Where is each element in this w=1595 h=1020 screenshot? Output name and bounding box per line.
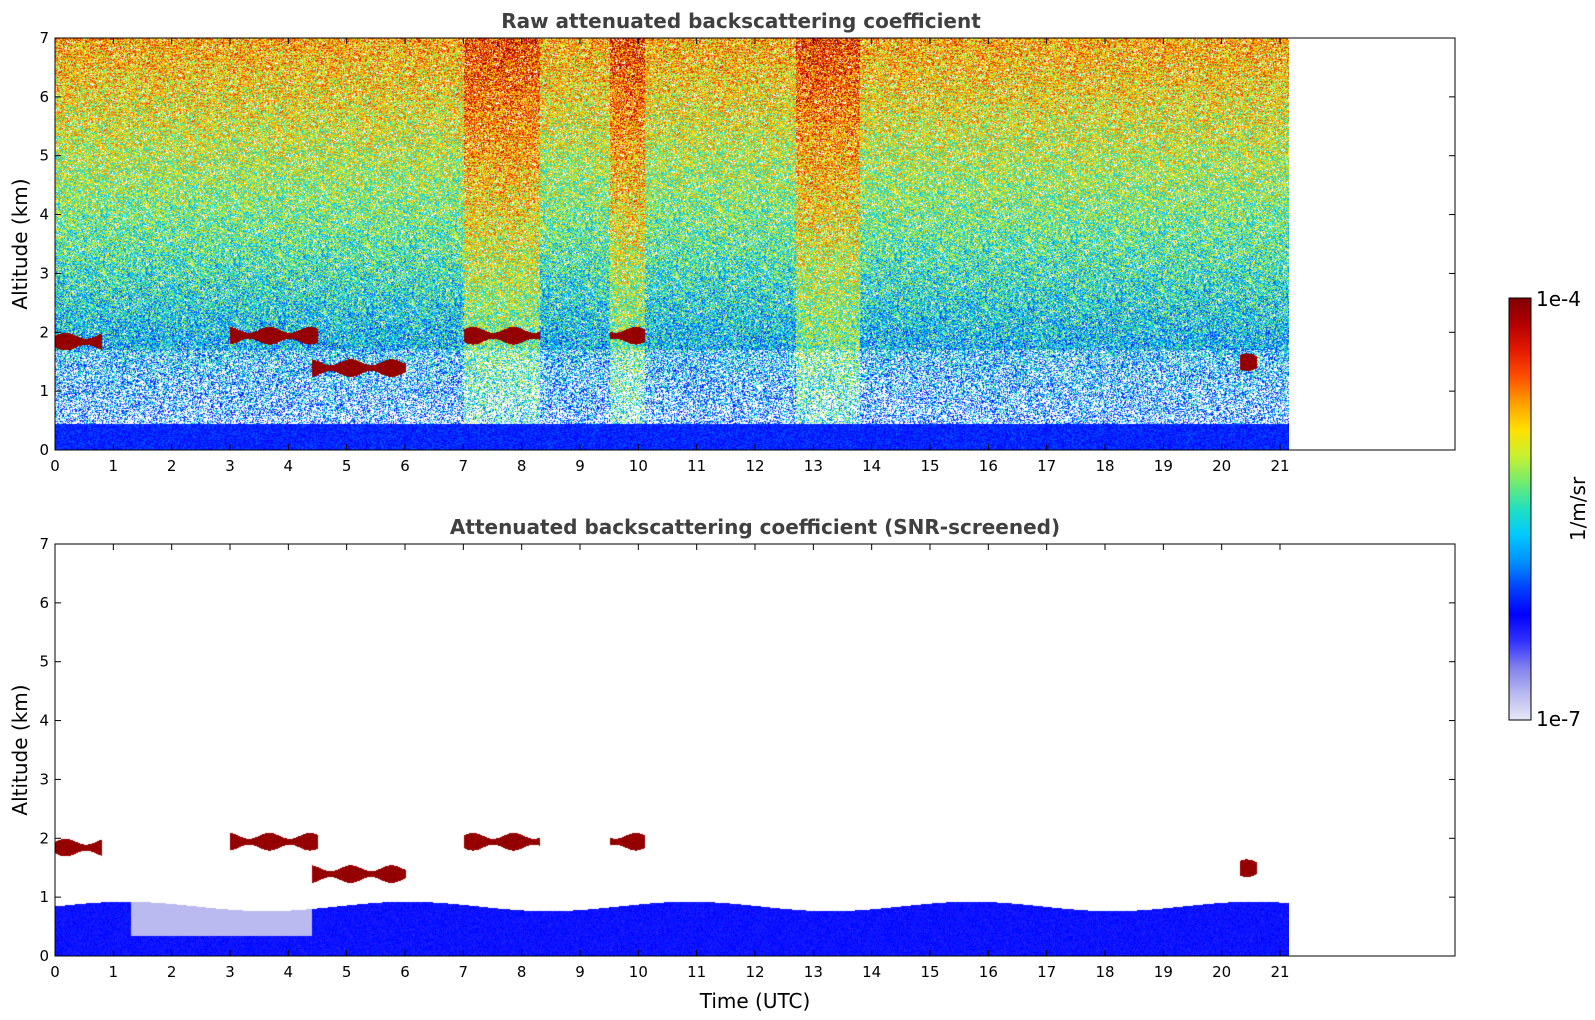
x-tick-label: 10	[629, 963, 648, 981]
y-tick-label: 2	[39, 829, 49, 847]
x-tick-label: 13	[804, 457, 823, 475]
y-tick-label: 6	[39, 594, 49, 612]
x-tick-label: 15	[920, 457, 939, 475]
x-tick-label: 4	[284, 457, 294, 475]
x-tick-label: 20	[1212, 457, 1231, 475]
y-tick-label: 2	[39, 323, 49, 341]
y-tick-label: 1	[39, 888, 49, 906]
x-tick-label: 8	[517, 963, 527, 981]
x-tick-label: 18	[1095, 457, 1114, 475]
y-tick-label: 5	[39, 653, 49, 671]
x-tick-label: 2	[167, 457, 177, 475]
x-tick-label: 20	[1212, 963, 1231, 981]
x-tick-label: 14	[862, 963, 881, 981]
y-tick-label: 3	[39, 770, 49, 788]
y-tick-label: 7	[39, 535, 49, 553]
raw-backscatter-panel: Raw attenuated backscattering coefficien…	[8, 9, 1456, 475]
colorbar-unit-label: 1/m/sr	[1566, 476, 1590, 541]
colorbar: 1e-4 1e-7 1/m/sr	[1508, 287, 1590, 731]
x-tick-label: 6	[400, 457, 410, 475]
heatmap-area	[55, 38, 1289, 450]
x-tick-label: 11	[687, 457, 706, 475]
y-axis-label: Altitude (km)	[8, 178, 32, 309]
x-tick-label: 13	[804, 963, 823, 981]
x-tick-label: 16	[979, 963, 998, 981]
x-axis: 0 1 2 3 4 5 6 7 8 9 10 11 12 13 14 15 16 17 18 19 20 21	[50, 38, 1290, 475]
y-tick-label: 0	[39, 947, 49, 965]
y-tick-label: 4	[39, 712, 49, 730]
colorbar-min-label: 1e-7	[1536, 707, 1581, 731]
x-tick-label: 7	[459, 457, 469, 475]
y-tick-label: 7	[39, 29, 49, 47]
colorbar-max-label: 1e-4	[1536, 287, 1581, 311]
x-tick-label: 3	[225, 963, 235, 981]
y-tick-label: 4	[39, 206, 49, 224]
x-tick-label: 7	[459, 963, 469, 981]
x-tick-label: 6	[400, 963, 410, 981]
heatmap-area	[55, 544, 1289, 956]
snr-screened-panel: Attenuated backscattering coefficient (S…	[8, 515, 1456, 1013]
x-tick-label: 15	[920, 963, 939, 981]
panel-title: Attenuated backscattering coefficient (S…	[450, 515, 1060, 539]
x-tick-label: 12	[745, 963, 764, 981]
y-axis-label: Altitude (km)	[8, 684, 32, 815]
y-tick-label: 1	[39, 382, 49, 400]
x-tick-label: 11	[687, 963, 706, 981]
x-tick-label: 1	[109, 457, 119, 475]
x-tick-label: 0	[50, 457, 60, 475]
x-tick-label: 21	[1270, 457, 1289, 475]
x-tick-label: 18	[1095, 963, 1114, 981]
x-tick-label: 3	[225, 457, 235, 475]
x-tick-label: 9	[575, 963, 585, 981]
x-tick-label: 16	[979, 457, 998, 475]
panel-title: Raw attenuated backscattering coefficien…	[501, 9, 981, 33]
x-tick-label: 17	[1037, 963, 1056, 981]
x-tick-label: 8	[517, 457, 527, 475]
x-tick-label: 19	[1154, 963, 1173, 981]
x-tick-label: 12	[745, 457, 764, 475]
y-axis: 0 1 2 3 4 5 6 7	[39, 29, 1455, 459]
x-axis: 0 1 2 3 4 5 6 7 8 9 10 11 12 13 14 15 16 17 18 19 20 21	[50, 544, 1290, 981]
y-tick-label: 5	[39, 147, 49, 165]
x-tick-label: 0	[50, 963, 60, 981]
x-tick-label: 21	[1270, 963, 1289, 981]
x-tick-label: 10	[629, 457, 648, 475]
y-tick-label: 3	[39, 264, 49, 282]
y-tick-label: 6	[39, 88, 49, 106]
colorbar-gradient	[1508, 297, 1532, 721]
x-tick-label: 5	[342, 963, 352, 981]
x-axis-label: Time (UTC)	[699, 989, 811, 1013]
x-tick-label: 2	[167, 963, 177, 981]
x-tick-label: 9	[575, 457, 585, 475]
x-tick-label: 14	[862, 457, 881, 475]
x-tick-label: 5	[342, 457, 352, 475]
x-tick-label: 19	[1154, 457, 1173, 475]
heatmap-image	[55, 544, 1289, 956]
x-tick-label: 17	[1037, 457, 1056, 475]
y-axis: 0 1 2 3 4 5 6 7	[39, 535, 1455, 965]
x-tick-label: 1	[109, 963, 119, 981]
y-tick-label: 0	[39, 441, 49, 459]
heatmap-image	[55, 38, 1289, 450]
x-tick-label: 4	[284, 963, 294, 981]
